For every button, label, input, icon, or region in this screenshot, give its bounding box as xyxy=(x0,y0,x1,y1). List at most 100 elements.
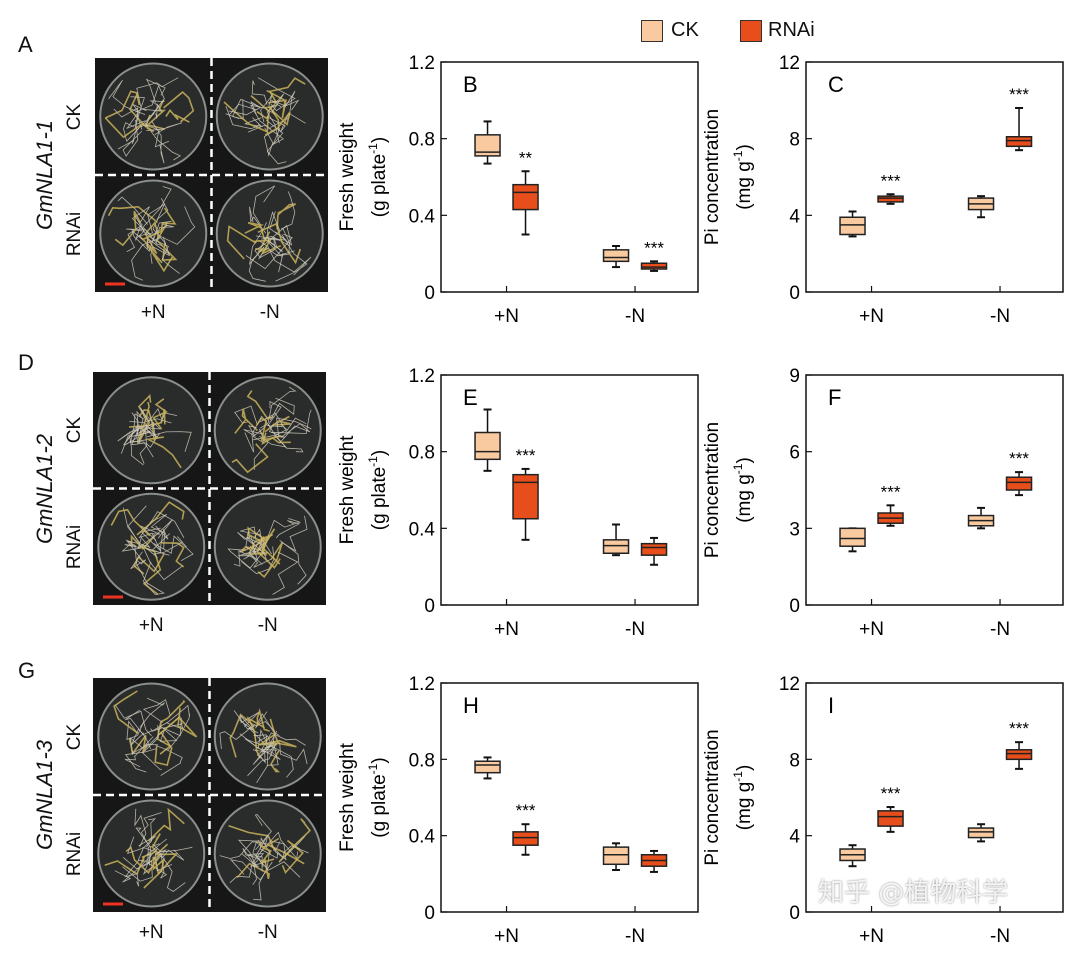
box-rnai-plus-n xyxy=(512,823,539,856)
box-ck-minus-n xyxy=(602,842,630,872)
y-tick-label: 1.2 xyxy=(409,366,435,387)
box-ck-plus-n xyxy=(839,210,866,238)
box-ck-minus-n xyxy=(602,245,630,269)
panel-letter: I xyxy=(828,693,834,718)
y-unit-text: (mg g xyxy=(734,474,755,523)
box-iqr xyxy=(877,195,904,203)
box-iqr xyxy=(512,473,539,520)
box-rnai-minus-n xyxy=(640,260,668,272)
box-ck-plus-n xyxy=(839,844,866,868)
panel-letter: A xyxy=(18,32,33,57)
seedling-root-photo xyxy=(93,372,326,605)
col-label-minus-n: -N xyxy=(259,302,280,323)
box-iqr xyxy=(602,846,630,866)
panel-letter: D xyxy=(18,350,34,375)
y-axis-unit: (g plate-1) xyxy=(366,757,390,837)
box-iqr xyxy=(512,831,539,846)
box-ck-plus-n xyxy=(474,756,501,780)
significance-marker: *** xyxy=(881,171,901,190)
y-tick-label: 0.8 xyxy=(409,443,435,464)
box-iqr xyxy=(512,183,539,211)
box-rnai-minus-n xyxy=(640,536,668,566)
y-unit-text: (g plate xyxy=(369,467,390,530)
y-tick-label: 0.4 xyxy=(409,206,436,227)
box-iqr xyxy=(1005,749,1033,761)
box-ck-plus-n xyxy=(474,120,501,165)
box-iqr xyxy=(1005,136,1033,148)
x-tick-label: +N xyxy=(859,619,884,640)
col-label-plus-n: +N xyxy=(140,302,166,323)
significance-marker: *** xyxy=(644,238,664,257)
x-tick-label: -N xyxy=(625,619,645,640)
box-iqr xyxy=(839,216,866,236)
box-ck-minus-n xyxy=(967,823,995,843)
legend-swatch-rnai xyxy=(740,20,762,42)
box-rnai-plus-n xyxy=(512,170,539,236)
box-rnai-plus-n xyxy=(877,504,904,527)
y-unit-superscript: -1 xyxy=(366,456,380,467)
x-tick-label: +N xyxy=(859,926,884,947)
y-axis-unit: (mg g-1) xyxy=(731,144,755,210)
box-ck-minus-n xyxy=(967,506,995,530)
y-axis-label: Pi concentration xyxy=(702,109,723,245)
plot-frame xyxy=(805,682,1064,913)
legend-label-ck: CK xyxy=(671,19,699,41)
box-rnai-plus-n xyxy=(877,806,904,833)
y-tick-label: 4 xyxy=(789,827,800,848)
y-unit-superscript: -1 xyxy=(366,763,380,774)
y-unit-superscript: -1 xyxy=(731,150,745,161)
y-tick-label: 9 xyxy=(789,366,800,387)
significance-marker: *** xyxy=(1009,719,1029,738)
panel-f: F 0 3 6 9 Pi concentration (mg g-1) +N -N *** *** xyxy=(702,366,1064,640)
y-unit-close: ) xyxy=(369,757,390,763)
y-unit-text: (mg g xyxy=(734,161,755,210)
y-unit-close: ) xyxy=(369,450,390,456)
y-tick-label: 8 xyxy=(789,130,800,151)
significance-marker: ** xyxy=(519,148,533,167)
col-label-minus-n: -N xyxy=(257,615,278,636)
panel-letter: E xyxy=(463,385,478,410)
panel-e: E 0 0.4 0.8 1.2 Fresh weight (g plate-1) +N -N **… xyxy=(337,366,699,640)
box-iqr xyxy=(474,760,501,774)
y-tick-label: 0 xyxy=(789,903,800,924)
x-tick-label: -N xyxy=(990,926,1010,947)
y-axis-unit: (g plate-1) xyxy=(366,450,390,530)
box-iqr xyxy=(640,262,668,270)
box-iqr xyxy=(602,539,630,554)
legend-swatch-ck xyxy=(641,20,663,42)
box-ck-plus-n xyxy=(474,408,501,472)
plot-frame xyxy=(440,61,699,293)
box-iqr xyxy=(967,827,995,839)
panel-i: I 0 4 8 12 Pi concentration (mg g-1) +N -N *** *** xyxy=(702,674,1064,947)
plot-frame xyxy=(440,682,699,913)
panel-h: H 0 0.4 0.8 1.2 Fresh weight (g plate-1) +N -N **… xyxy=(337,674,699,947)
y-unit-close: ) xyxy=(734,765,755,771)
y-unit-close: ) xyxy=(734,457,755,463)
y-axis-label: Fresh weight xyxy=(337,742,358,851)
seedling-root-photo xyxy=(95,58,328,292)
box-iqr xyxy=(602,249,630,263)
panel-c: C 0 4 8 12 Pi concentration (mg g-1) +N -N *** *** xyxy=(702,53,1064,327)
box-rnai-plus-n xyxy=(512,467,539,541)
box-rnai-minus-n xyxy=(640,849,668,873)
panel-letter: C xyxy=(828,72,844,97)
y-unit-text: (g plate xyxy=(369,774,390,837)
y-tick-label: 0.8 xyxy=(409,130,435,151)
box-rnai-plus-n xyxy=(877,193,904,205)
y-tick-label: 0.4 xyxy=(409,519,436,540)
box-ck-minus-n xyxy=(602,523,630,557)
x-tick-label: -N xyxy=(625,926,645,947)
box-iqr xyxy=(474,431,501,461)
panel-letter: G xyxy=(18,658,36,683)
y-unit-close: ) xyxy=(369,137,390,143)
y-tick-label: 0 xyxy=(789,596,800,617)
y-axis-unit: (mg g-1) xyxy=(731,457,755,523)
box-iqr xyxy=(877,810,904,827)
y-unit-text: (mg g xyxy=(734,782,755,831)
plot-frame xyxy=(440,374,699,606)
plot-frame xyxy=(805,61,1064,293)
significance-marker: *** xyxy=(1009,449,1029,468)
y-tick-label: 12 xyxy=(779,674,800,695)
y-tick-label: 0.4 xyxy=(409,827,436,848)
